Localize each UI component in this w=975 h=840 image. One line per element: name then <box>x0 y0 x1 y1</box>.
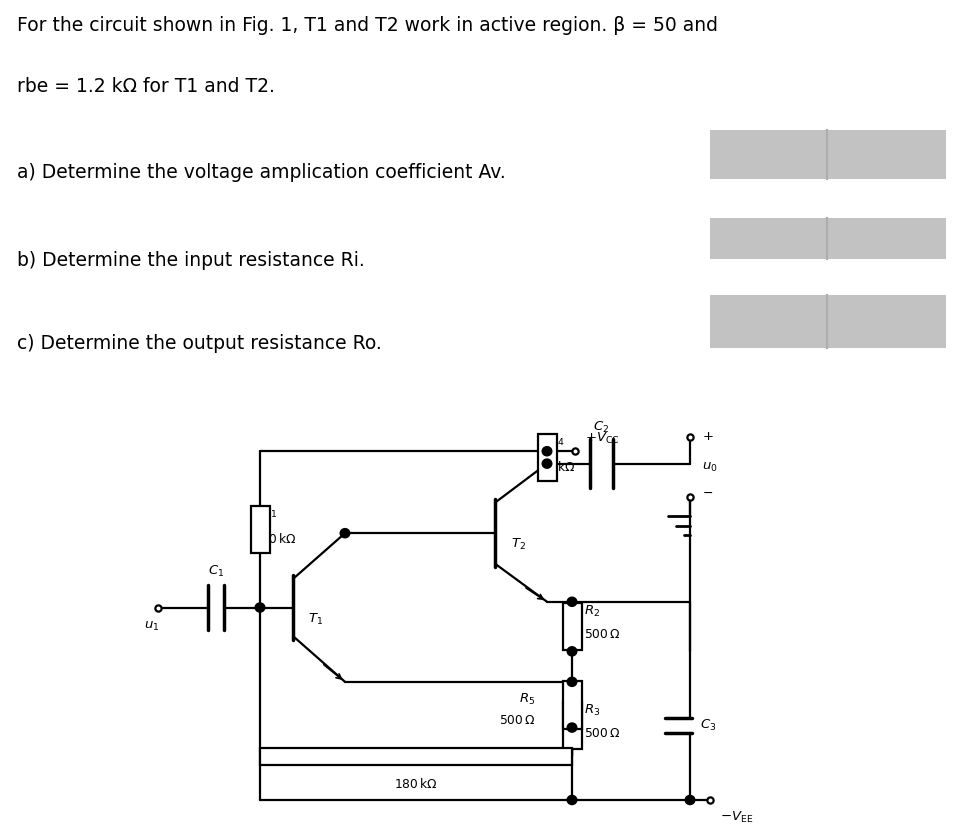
Circle shape <box>567 597 577 606</box>
Text: $R_2$: $R_2$ <box>584 604 601 619</box>
Text: $u_0$: $u_0$ <box>702 460 718 474</box>
Text: $T_2$: $T_2$ <box>511 537 526 552</box>
Text: $20\,\rm k\Omega$: $20\,\rm k\Omega$ <box>261 532 296 546</box>
Bar <box>563 603 581 650</box>
Text: b) Determine the input resistance Ri.: b) Determine the input resistance Ri. <box>17 250 365 270</box>
Bar <box>537 433 557 481</box>
Text: $C_3$: $C_3$ <box>700 718 717 733</box>
Text: c) Determine the output resistance Ro.: c) Determine the output resistance Ro. <box>17 334 381 353</box>
Text: $R_1$: $R_1$ <box>261 505 277 520</box>
Text: $C_2$: $C_2$ <box>594 420 609 435</box>
Circle shape <box>685 795 695 805</box>
Circle shape <box>340 528 350 538</box>
Bar <box>710 296 946 349</box>
Text: $180\,\rm k\Omega$: $180\,\rm k\Omega$ <box>394 777 438 791</box>
Text: a) Determine the voltage amplication coefficient Av.: a) Determine the voltage amplication coe… <box>17 163 505 182</box>
Bar <box>710 218 946 259</box>
Text: $-V_{\rm EE}$: $-V_{\rm EE}$ <box>720 810 754 825</box>
Bar <box>563 681 581 728</box>
Text: $+V_{\rm CC}$: $+V_{\rm CC}$ <box>585 430 619 445</box>
Circle shape <box>567 795 577 805</box>
Circle shape <box>542 447 552 456</box>
Circle shape <box>255 603 265 612</box>
Bar <box>251 506 269 554</box>
Bar <box>563 702 581 749</box>
Text: $C_1$: $C_1$ <box>208 564 224 580</box>
Circle shape <box>567 647 577 656</box>
Bar <box>710 130 946 179</box>
Text: $R_5$: $R_5$ <box>519 692 535 707</box>
Text: $u_1$: $u_1$ <box>144 619 160 633</box>
Text: $R_3$: $R_3$ <box>584 703 601 718</box>
Text: $R_4$: $R_4$ <box>548 433 565 449</box>
Text: For the circuit shown in Fig. 1, T1 and T2 work in active region. β = 50 and: For the circuit shown in Fig. 1, T1 and … <box>17 16 718 35</box>
Text: $-$: $-$ <box>702 486 713 499</box>
Text: $T_1$: $T_1$ <box>308 612 323 627</box>
Text: $+$: $+$ <box>702 430 714 444</box>
Text: rbe = 1.2 kΩ for T1 and T2.: rbe = 1.2 kΩ for T1 and T2. <box>17 77 274 97</box>
Text: $500\,\Omega$: $500\,\Omega$ <box>584 727 620 740</box>
Circle shape <box>567 723 577 732</box>
Text: $1\,\rm k\Omega$: $1\,\rm k\Omega$ <box>548 459 576 474</box>
Text: $500\,\Omega$: $500\,\Omega$ <box>584 628 620 641</box>
Text: $500\,\Omega$: $500\,\Omega$ <box>498 714 535 727</box>
Circle shape <box>542 459 552 468</box>
Circle shape <box>567 677 577 686</box>
Bar <box>260 748 572 764</box>
